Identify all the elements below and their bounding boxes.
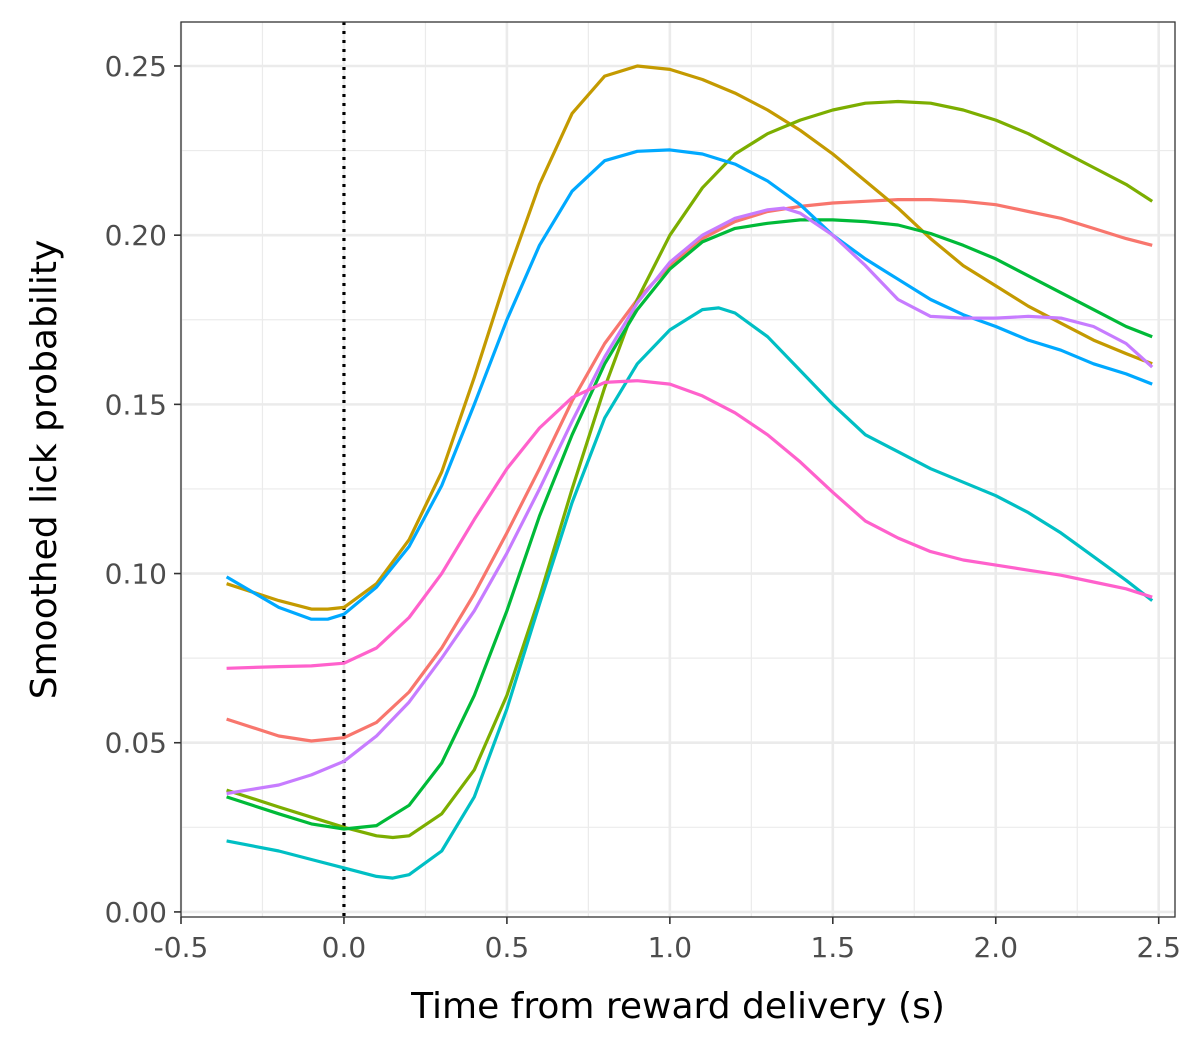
series-line-7	[226, 206, 1154, 796]
y-tick-label: 0.25	[105, 50, 167, 83]
series-line-6	[225, 148, 1153, 621]
y-tick-label: 0.05	[105, 727, 167, 760]
x-tick-label: 2.0	[973, 931, 1018, 964]
y-axis-title: Smoothed lick probability	[24, 240, 65, 700]
series-line-5	[226, 306, 1154, 880]
series-line-4	[226, 218, 1153, 831]
x-tick-label: -0.5	[154, 931, 209, 964]
y-tick-label: 0.20	[105, 219, 167, 252]
x-axis: -0.5 0.0 0.5 1.0 1.5 2.0 2.5	[154, 917, 1181, 964]
series-group	[225, 64, 1154, 880]
series-line-3	[226, 99, 1154, 840]
series-line-2	[226, 64, 1153, 611]
x-tick-label: 0.0	[322, 931, 367, 964]
x-axis-title: Time from reward delivery (s)	[410, 986, 945, 1027]
x-tick-label: 1.0	[648, 931, 693, 964]
panel-border	[180, 21, 1176, 918]
x-tick-label: 0.5	[485, 931, 530, 964]
y-tick-label: 0.00	[105, 896, 167, 929]
y-tick-label: 0.10	[105, 558, 167, 591]
y-axis: 0.00 0.05 0.10 0.15 0.20 0.25	[105, 50, 181, 929]
x-tick-label: 2.5	[1136, 931, 1181, 964]
y-tick-label: 0.15	[105, 388, 167, 421]
x-tick-label: 1.5	[811, 931, 856, 964]
series-line-1	[226, 198, 1153, 743]
series-line-8	[226, 379, 1153, 670]
